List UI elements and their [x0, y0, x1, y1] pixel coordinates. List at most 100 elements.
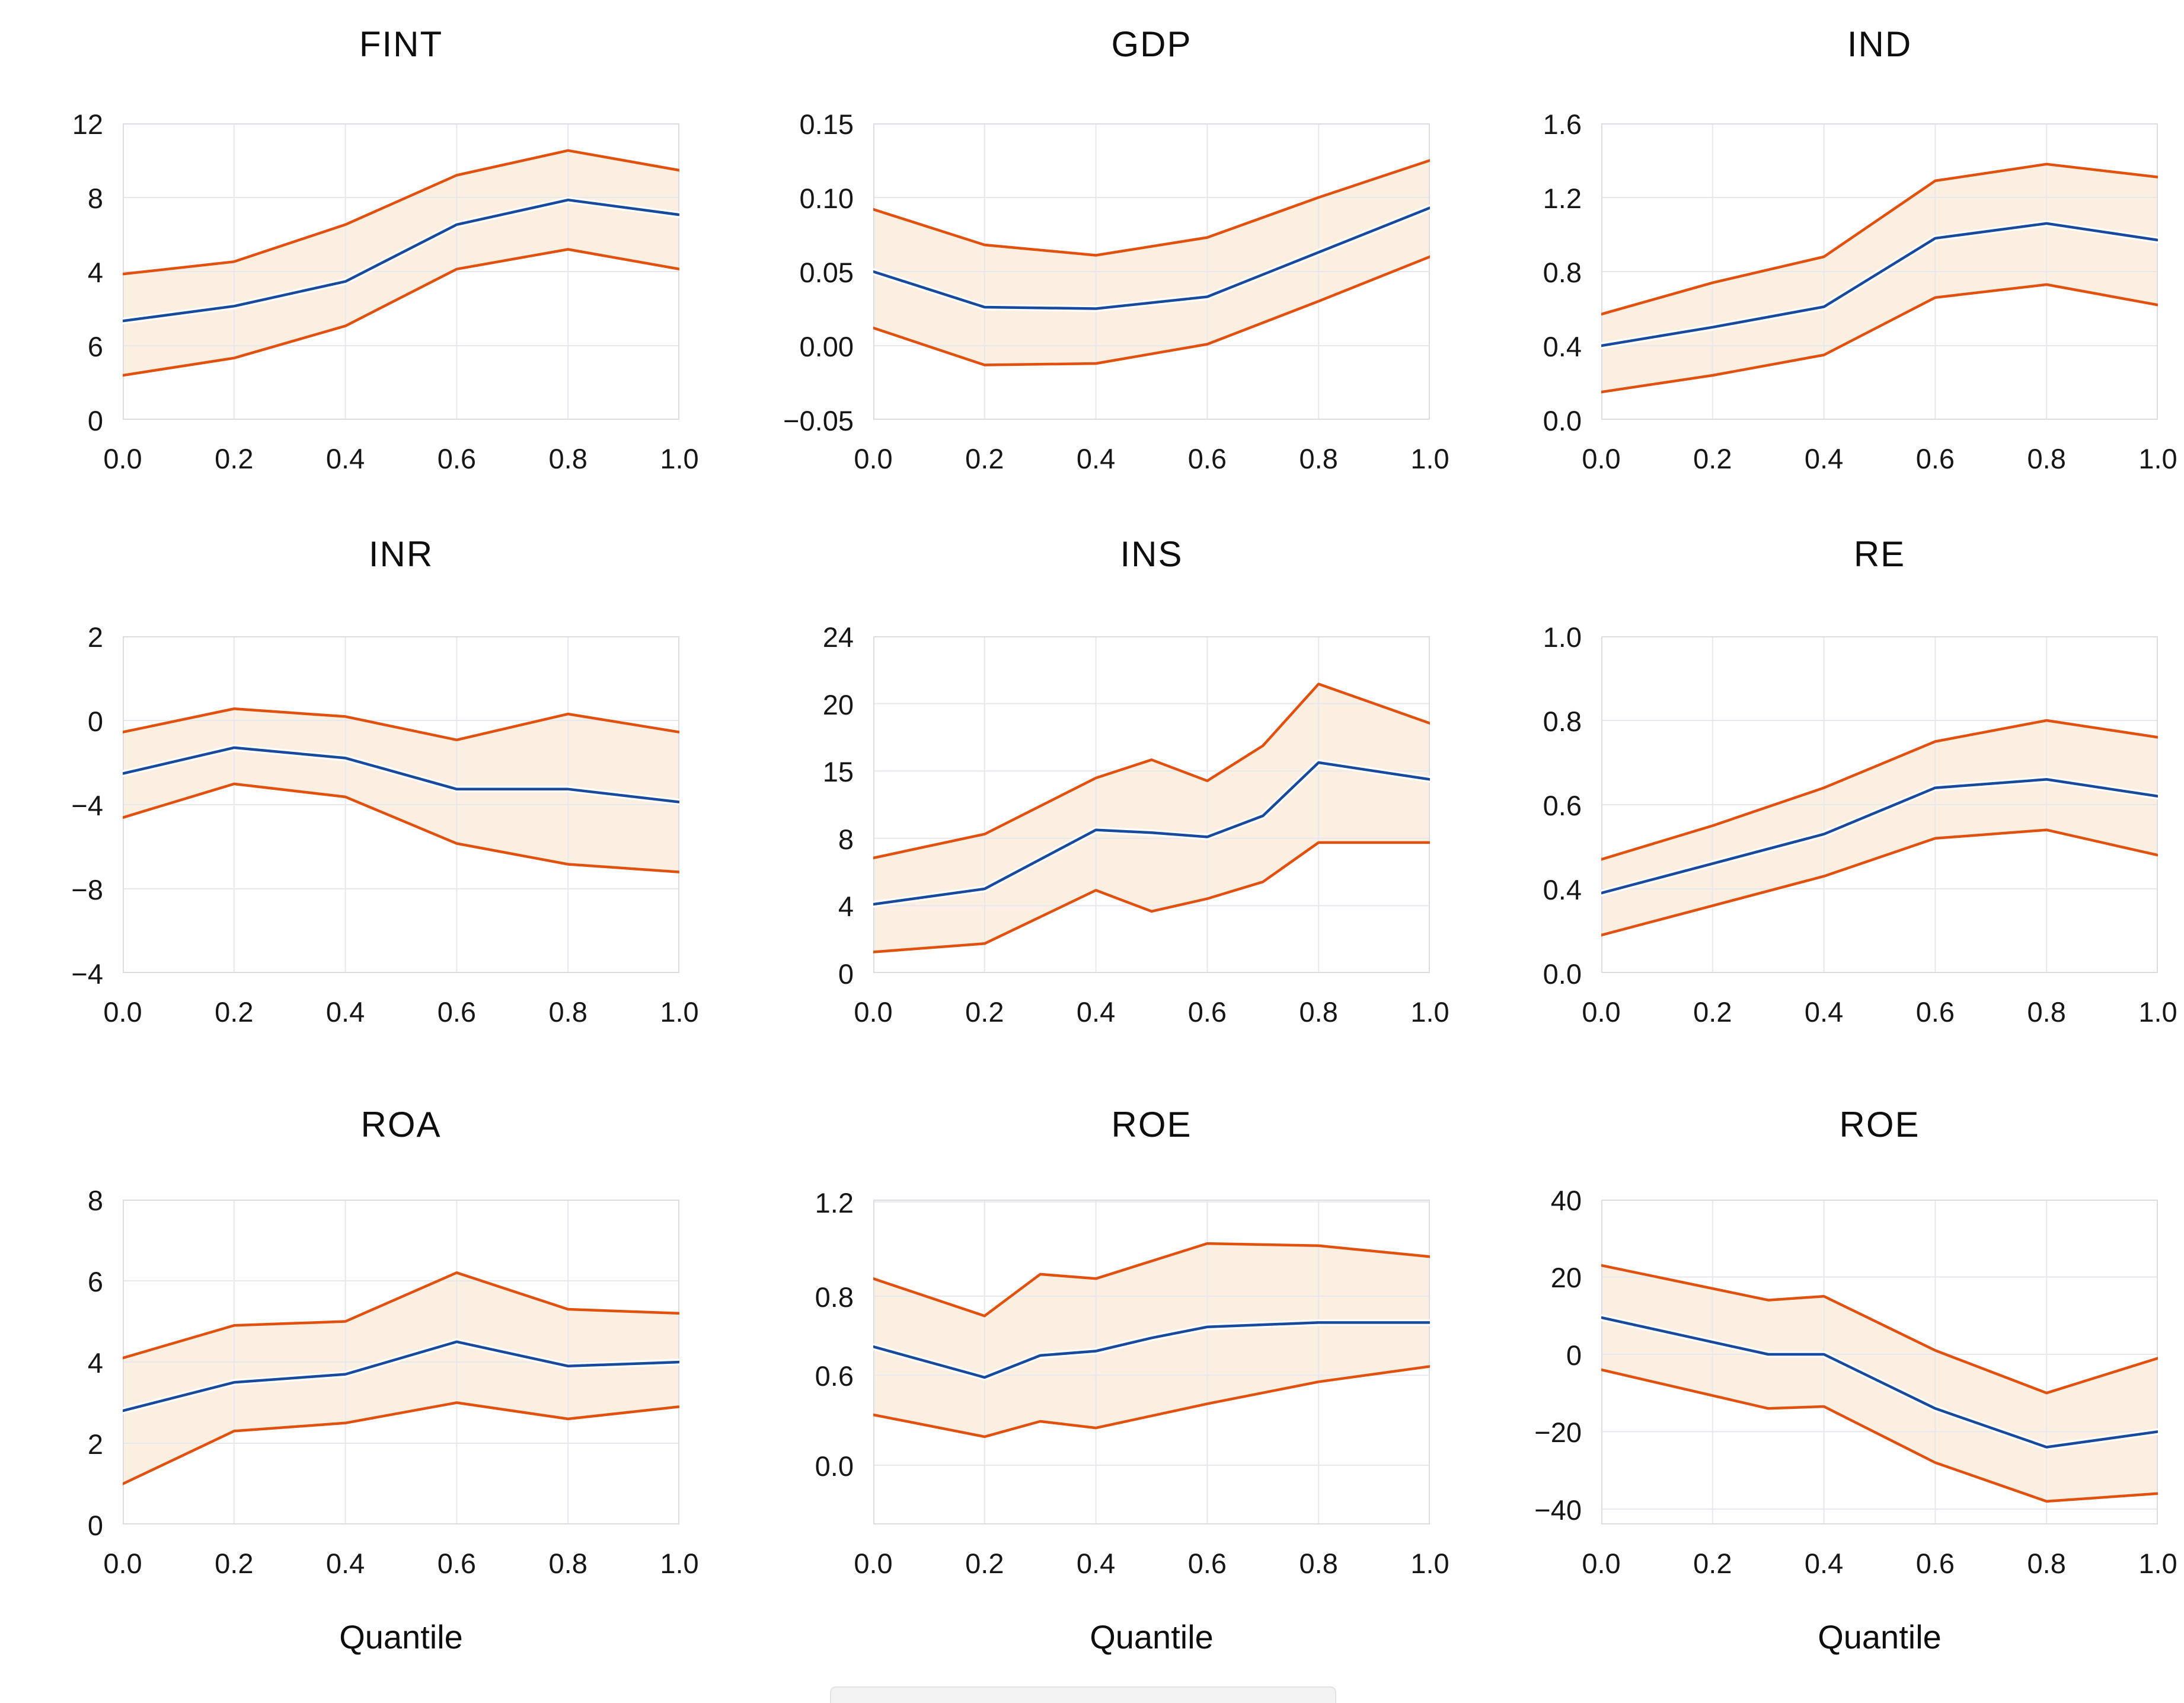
- estimate-line: [873, 206, 1430, 310]
- subplot-fint: FINT 12 8 4 6 0 0.0 0.2 0.4 0.6 0.8 1.0: [24, 9, 704, 500]
- confidence-band: [1601, 720, 2158, 936]
- y-tick-label: −20: [1534, 1417, 1582, 1449]
- quantile-band-chart: [1601, 1200, 2158, 1525]
- quantile-band-chart: [873, 636, 1430, 973]
- x-tick-label: 0.0: [103, 1548, 142, 1579]
- plot-area: [873, 1200, 1430, 1525]
- quantile-band-chart: [1601, 123, 2158, 420]
- subplot-gdp: GDP 0.15 0.10 0.05 0.00 −0.05 0.0 0.2 0.4 0.6 0.…: [752, 9, 1449, 500]
- y-tick-label: 0: [1566, 1339, 1582, 1371]
- y-tick-label: 6: [87, 331, 103, 362]
- y-tick-label: 1.6: [1543, 109, 1582, 140]
- y-tick-label: 2: [87, 1428, 103, 1460]
- y-tick-label: 12: [72, 109, 103, 140]
- plot-area: [873, 636, 1430, 973]
- y-tick-label: 15: [822, 756, 854, 788]
- y-tick-label: 0.00: [799, 331, 854, 362]
- y-tick-label: 0.05: [799, 257, 854, 288]
- plot-area: [123, 1200, 679, 1525]
- lower-ci-line: [1601, 1368, 2158, 1503]
- x-tick-label: 1.0: [1410, 443, 1449, 474]
- x-tick-label: 0.6: [1187, 1548, 1227, 1579]
- x-tick-label: 0.0: [1582, 1548, 1621, 1579]
- lower-ci-line: [1601, 828, 2158, 937]
- x-tick-label: 0.0: [854, 1548, 893, 1579]
- quantile-band-chart: [123, 123, 679, 420]
- lower-ci-line: [873, 841, 1430, 953]
- subplot-roe-center: ROE 1.2 0.8 0.6 0.0 Quantile 0.0 0.2 0.4 0.6 0.…: [752, 1053, 1449, 1691]
- estimate-line: [1601, 778, 2158, 895]
- x-tick-label: 0.2: [1693, 1548, 1732, 1579]
- confidence-band: [1601, 164, 2158, 393]
- y-tick-label: 1.2: [815, 1187, 854, 1219]
- plot-frame: [1601, 123, 2158, 420]
- y-tick-label: 4: [87, 1347, 103, 1379]
- estimate-line: [1601, 222, 2158, 347]
- estimate-line: [123, 746, 679, 803]
- x-tick-label: 0.8: [548, 443, 587, 474]
- plot-area: [1601, 1200, 2158, 1525]
- y-tick-label: 0.8: [1543, 706, 1582, 737]
- subplot-title: GDP: [1111, 24, 1192, 64]
- estimate-line: [1601, 1316, 2158, 1449]
- upper-ci-line: [1601, 719, 2158, 861]
- y-tick-label: −0.05: [783, 405, 854, 436]
- plot-frame: [873, 636, 1430, 973]
- plot-area: [123, 123, 679, 420]
- lower-ci-line: [873, 1365, 1430, 1439]
- y-tick-label: 20: [822, 688, 854, 720]
- y-tick-label: 0.0: [1543, 405, 1582, 436]
- x-tick-label: 0.0: [103, 996, 142, 1028]
- y-tick-label: 20: [1550, 1262, 1582, 1294]
- y-tick-label: −4: [71, 958, 103, 990]
- x-axis-title: Quantile: [339, 1618, 463, 1656]
- y-tick-label: 0.10: [799, 183, 854, 214]
- subplot-title: IND: [1847, 24, 1912, 64]
- y-tick-label: 8: [87, 183, 103, 214]
- x-tick-label: 0.6: [437, 443, 477, 474]
- y-tick-label: 2: [87, 621, 103, 653]
- y-tick-label: 40: [1550, 1185, 1582, 1216]
- y-tick-label: 0.6: [815, 1360, 854, 1392]
- x-tick-label: 0.8: [548, 1548, 587, 1579]
- subplot-title: INR: [368, 534, 434, 574]
- x-tick-label: 1.0: [2138, 996, 2177, 1028]
- y-tick-label: 4: [87, 257, 103, 288]
- x-tick-label: 0.0: [103, 443, 142, 474]
- x-tick-label: 0.6: [437, 996, 477, 1028]
- x-tick-label: 1.0: [2138, 443, 2177, 474]
- x-tick-label: 0.6: [1915, 996, 1955, 1028]
- confidence-band: [873, 160, 1430, 365]
- x-tick-label: 0.8: [1299, 1548, 1338, 1579]
- estimate-line: [123, 1340, 679, 1412]
- x-tick-label: 1.0: [2138, 1548, 2177, 1579]
- confidence-band: [123, 150, 679, 376]
- x-tick-label: 1.0: [1410, 996, 1449, 1028]
- lower-ci-line: [1601, 283, 2158, 394]
- y-tick-label: 0.8: [1543, 257, 1582, 288]
- subplot-title: ROA: [360, 1105, 442, 1144]
- lower-ci-line: [873, 255, 1430, 366]
- plot-frame: [123, 123, 679, 420]
- subplot-inr: INR 2 0 −4 −8 −4 0.0 0.2 0.4 0.6 0.8 1.0: [24, 519, 704, 1034]
- x-tick-label: 0.2: [215, 1548, 254, 1579]
- x-tick-label: 0.2: [215, 443, 254, 474]
- y-tick-label: 0.8: [815, 1281, 854, 1313]
- x-tick-label: 0.0: [854, 443, 893, 474]
- y-tick-label: 24: [822, 621, 854, 653]
- x-tick-label: 0.4: [1804, 443, 1844, 474]
- plot-area: [123, 636, 679, 973]
- x-tick-label: 0.0: [1582, 996, 1621, 1028]
- quantile-band-chart: [123, 1200, 679, 1525]
- upper-ci-line: [123, 1271, 679, 1360]
- upper-ci-line: [873, 1242, 1430, 1318]
- estimate-line: [123, 198, 679, 323]
- y-tick-label: 0: [87, 706, 103, 737]
- quantile-band-chart: [873, 123, 1430, 420]
- x-tick-label: 1.0: [660, 1548, 699, 1579]
- lower-ci-line: [123, 1401, 679, 1485]
- x-tick-label: 0.8: [2027, 443, 2066, 474]
- confidence-band: [123, 1273, 679, 1484]
- subplot-title: INS: [1120, 534, 1183, 574]
